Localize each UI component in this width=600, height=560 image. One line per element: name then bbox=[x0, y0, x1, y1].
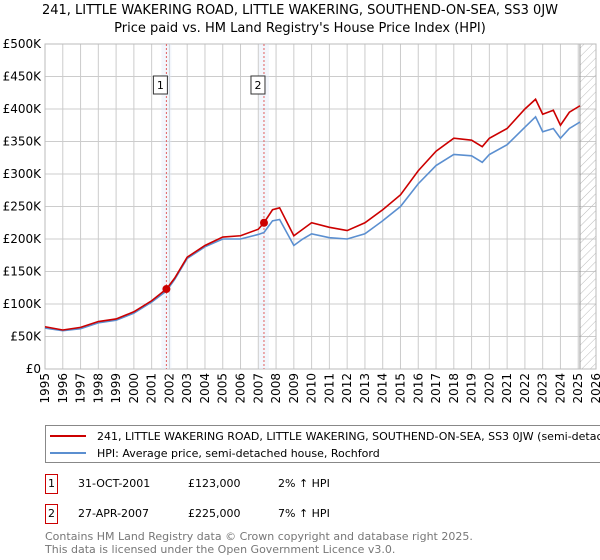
x-tick-label: 2025 bbox=[571, 373, 585, 404]
y-tick-label: £350K bbox=[3, 135, 43, 149]
y-tick-label: £150K bbox=[3, 265, 43, 279]
y-tick-label: £400K bbox=[3, 102, 43, 116]
footer-line-1: Contains HM Land Registry data © Crown c… bbox=[45, 530, 473, 543]
footer-attribution: Contains HM Land Registry data © Crown c… bbox=[45, 530, 473, 556]
series-line bbox=[44, 115, 581, 332]
x-tick-label: 2011 bbox=[322, 373, 336, 404]
x-tick-label: 2017 bbox=[429, 373, 443, 404]
legend-label-property: 241, LITTLE WAKERING ROAD, LITTLE WAKERI… bbox=[97, 429, 600, 443]
x-tick-label: 2000 bbox=[127, 373, 141, 404]
x-tick-label: 2021 bbox=[500, 373, 514, 404]
y-tick-label: £0 bbox=[26, 362, 41, 376]
sale-hpi-diff: 7% ↑ HPI bbox=[278, 507, 330, 520]
y-tick-label: £450K bbox=[3, 70, 43, 84]
legend-label-hpi: HPI: Average price, semi-detached house,… bbox=[97, 446, 380, 460]
chart-title: 241, LITTLE WAKERING ROAD, LITTLE WAKERI… bbox=[41, 3, 559, 18]
sale-date: 31-OCT-2001 bbox=[78, 477, 151, 490]
sale-date: 27-APR-2007 bbox=[78, 507, 150, 520]
x-tick-label: 2014 bbox=[376, 373, 390, 404]
sale-point bbox=[259, 218, 268, 227]
y-tick-label: £250K bbox=[3, 200, 43, 214]
sale-band bbox=[161, 44, 172, 369]
legend-blue-line bbox=[50, 452, 86, 454]
x-tick-label: 2010 bbox=[305, 373, 319, 404]
x-tick-label: 2004 bbox=[198, 373, 212, 404]
legend-item-hpi: HPI: Average price, semi-detached house,… bbox=[46, 445, 380, 461]
x-tick-label: 2018 bbox=[447, 373, 461, 404]
sale-marker-box: 1 bbox=[45, 474, 58, 494]
x-tick-label: 1995 bbox=[38, 373, 52, 404]
x-tick-label: 2003 bbox=[180, 373, 194, 404]
x-tick-label: 2002 bbox=[162, 373, 176, 404]
x-tick-label: 1999 bbox=[109, 373, 123, 404]
price-chart: £0 £50K £100K £150K £200K £250K £300K £350K £400… bbox=[3, 37, 600, 404]
sale-marker-box: 2 bbox=[45, 504, 58, 524]
x-tick-label: 2023 bbox=[536, 373, 550, 404]
x-tick-label: 2008 bbox=[269, 373, 283, 404]
sale-point bbox=[162, 285, 171, 294]
x-tick-label: 2020 bbox=[482, 373, 496, 404]
x-tick-label: 2007 bbox=[251, 373, 265, 404]
sale-band bbox=[258, 44, 269, 369]
y-tick-label: £200K bbox=[3, 232, 43, 246]
forecast-hatch bbox=[580, 44, 596, 369]
plot-frame bbox=[44, 43, 597, 370]
sale-price: £225,000 bbox=[188, 507, 241, 520]
footer-line-2: This data is licensed under the Open Gov… bbox=[45, 543, 396, 556]
sale-label-box bbox=[250, 75, 266, 95]
x-tick-label: 2012 bbox=[340, 373, 354, 404]
y-tick-label: £50K bbox=[10, 330, 42, 344]
y-tick-label: £100K bbox=[3, 297, 43, 311]
legend-item-property: 241, LITTLE WAKERING ROAD, LITTLE WAKERI… bbox=[46, 428, 600, 444]
y-tick-label: £300K bbox=[3, 167, 43, 181]
sale-hpi-diff: 2% ↑ HPI bbox=[278, 477, 330, 490]
x-tick-label: 1997 bbox=[74, 373, 88, 404]
x-tick-label: 2009 bbox=[287, 373, 301, 404]
x-tick-label: 2022 bbox=[518, 373, 532, 404]
x-tick-label: 2001 bbox=[145, 373, 159, 404]
sale-label: 2 bbox=[254, 79, 261, 92]
x-tick-label: 2026 bbox=[589, 373, 600, 404]
chart-subtitle: Price paid vs. HM Land Registry's House … bbox=[114, 21, 486, 36]
x-tick-label: 2024 bbox=[553, 373, 567, 404]
x-tick-label: 2013 bbox=[358, 373, 372, 404]
sale-label-box bbox=[152, 75, 168, 95]
y-tick-label: £500K bbox=[3, 37, 43, 51]
series-line bbox=[44, 97, 581, 331]
x-tick-label: 1996 bbox=[56, 373, 70, 404]
x-tick-label: 2006 bbox=[234, 373, 248, 404]
sale-label: 1 bbox=[157, 79, 164, 92]
x-tick-label: 1998 bbox=[91, 373, 105, 404]
legend-red-line bbox=[50, 435, 86, 437]
x-tick-label: 2016 bbox=[411, 373, 425, 404]
x-tick-label: 2005 bbox=[216, 373, 230, 404]
chart-legend: 241, LITTLE WAKERING ROAD, LITTLE WAKERI… bbox=[45, 425, 600, 463]
x-tick-label: 2015 bbox=[393, 373, 407, 404]
x-tick-label: 2019 bbox=[465, 373, 479, 404]
sale-price: £123,000 bbox=[188, 477, 241, 490]
